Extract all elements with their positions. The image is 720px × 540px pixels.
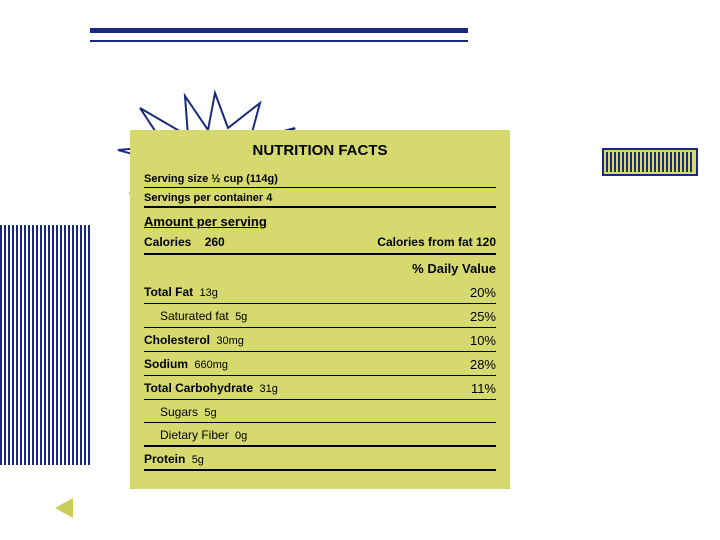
nutrient-row-saturated-fat: Saturated fat 5g 25%	[144, 304, 496, 328]
nutrient-row-protein: Protein 5g	[144, 447, 496, 471]
nutrient-row-total-carb: Total Carbohydrate 31g 11%	[144, 376, 496, 400]
decorative-bar-thin	[90, 40, 468, 42]
amount-per-serving: Amount per serving	[144, 208, 496, 233]
decorative-stripes-left	[0, 225, 90, 465]
nutrition-facts-panel: NUTRITION FACTS Serving size ½ cup (114g…	[130, 130, 510, 489]
servings-per-container: Servings per container 4	[144, 188, 496, 208]
daily-value-header: % Daily Value	[144, 255, 496, 280]
calories-label: Calories	[144, 235, 191, 249]
nutrition-title: NUTRITION FACTS	[144, 142, 496, 159]
calories-row: Calories 260 Calories from fat 120	[144, 233, 496, 255]
nutrient-row-sugars: Sugars 5g	[144, 400, 496, 423]
serving-size: Serving size ½ cup (114g)	[144, 169, 496, 188]
nutrient-row-fiber: Dietary Fiber 0g	[144, 423, 496, 447]
nutrient-row-cholesterol: Cholesterol 30mg 10%	[144, 328, 496, 352]
calories-from-fat: Calories from fat 120	[377, 235, 496, 249]
back-arrow-icon[interactable]	[55, 498, 73, 518]
nutrient-row-total-fat: Total Fat 13g 20%	[144, 280, 496, 304]
decorative-block-right	[602, 148, 698, 176]
decorative-bar-thick	[90, 28, 468, 33]
calories-value: 260	[205, 235, 225, 249]
nutrient-row-sodium: Sodium 660mg 28%	[144, 352, 496, 376]
